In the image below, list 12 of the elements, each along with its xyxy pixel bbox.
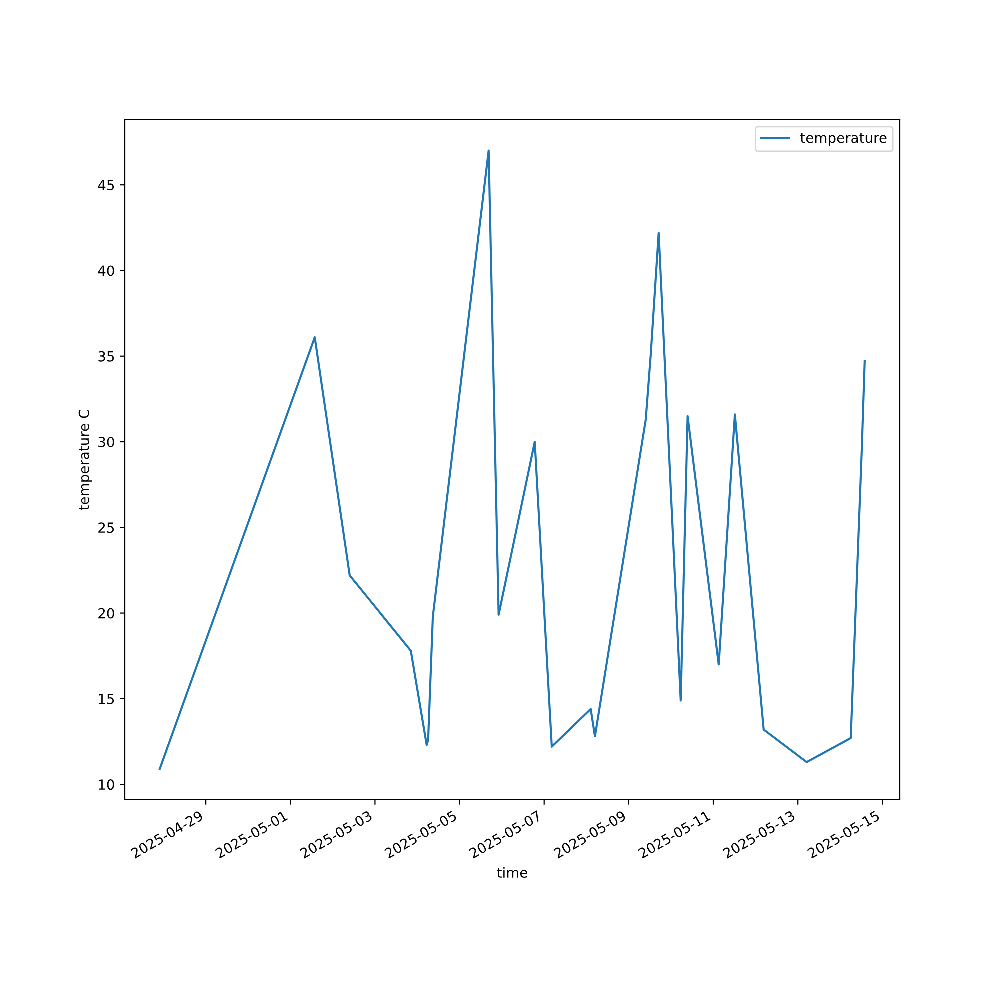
y-tick-label: 45 [98,180,114,191]
line-series [158,150,866,770]
y-tick-label: 35 [98,351,114,362]
y-tick-label: 15 [99,694,114,704]
y-tick-label: 30 [98,436,114,448]
y-tick-label: 40 [98,266,114,276]
y-tick-label: 20 [98,608,114,619]
y-axis-title: temperature C [78,410,92,510]
y-tick-label: 25 [98,522,114,534]
y-tick-label: 10 [99,780,114,790]
legend-label: temperature [800,133,887,146]
x-axis-title: time [497,867,528,878]
